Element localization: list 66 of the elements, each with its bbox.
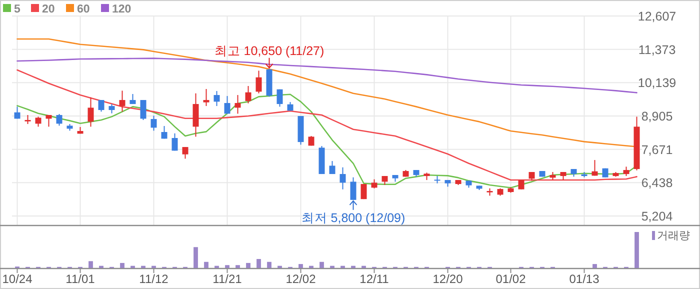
bar: [204, 262, 208, 268]
bar: [88, 261, 93, 268]
candlestick: [245, 86, 252, 104]
candlestick: [224, 96, 230, 114]
bar: [267, 262, 272, 268]
y-tick-label: 6,438: [641, 176, 673, 190]
x-tick-label: 01/02: [496, 272, 526, 286]
x-tick-label: 11/01: [66, 272, 96, 286]
y-tick-label: 10,139: [638, 76, 676, 90]
legend: 거래량: [652, 230, 690, 242]
bar: [298, 264, 303, 268]
candlestick: [434, 176, 440, 184]
candlestick: [150, 115, 157, 132]
candlestick: [46, 114, 52, 128]
annotation: 최저 5,800 (12/09): [301, 210, 406, 225]
candlestick: [340, 166, 346, 190]
x-tick-label: 11/12: [139, 272, 169, 286]
candlestick: [360, 184, 367, 200]
candlestick: [256, 70, 262, 94]
candlestick: [56, 114, 62, 126]
bar: [634, 232, 639, 268]
bar: [236, 265, 240, 268]
bar: [320, 262, 324, 268]
candlestick: [234, 94, 241, 114]
candlestick: [119, 90, 126, 112]
candlestick: [214, 90, 220, 107]
bar: [194, 247, 198, 268]
candlestick: [623, 166, 630, 177]
legend-label: 60: [77, 4, 90, 16]
candlestick: [182, 146, 188, 160]
x-tick-label: 01/13: [569, 272, 600, 286]
annotation: 최저 5,800 (12/09): [301, 200, 406, 225]
candlestick: [88, 96, 94, 128]
candlestick: [203, 88, 210, 107]
candlestick: [350, 176, 356, 200]
x-tick-label: 12/11: [360, 272, 390, 286]
candlestick: [518, 180, 524, 190]
candlestick: [192, 92, 199, 138]
y-tick-label: 11,373: [638, 42, 676, 57]
annotation: 최고 10,650 (11/27): [214, 44, 324, 58]
y-tick-label: 5,204: [641, 210, 673, 224]
legend-label: 120: [112, 4, 132, 16]
candlestick: [592, 160, 598, 176]
x-tick-label: 12/20: [432, 272, 464, 286]
bar: [120, 262, 124, 268]
candlestick: [140, 100, 146, 121]
candlestick: [35, 116, 42, 128]
candlestick: [172, 132, 178, 152]
y-tick-label: 12,607: [638, 10, 676, 24]
x-tick-label: 11/21: [212, 272, 242, 286]
y-tick-label: 8,905: [641, 110, 673, 124]
candlestick: [161, 126, 168, 140]
legend-label: 20: [42, 4, 55, 16]
candlestick: [329, 160, 336, 175]
candlestick: [276, 88, 283, 108]
x-tick-label: 10/24: [2, 272, 33, 286]
bar: [592, 264, 597, 268]
bar: [225, 265, 230, 268]
bar: [246, 262, 250, 268]
bar: [256, 259, 261, 268]
candlestick: [98, 100, 104, 112]
x-tick-label: 12/02: [286, 272, 316, 286]
annotation: 최고 10,650 (11/27): [214, 44, 324, 69]
candlestick: [108, 104, 115, 114]
y-tick-label: 7,671: [641, 142, 673, 157]
legend-label: 5: [14, 4, 21, 16]
